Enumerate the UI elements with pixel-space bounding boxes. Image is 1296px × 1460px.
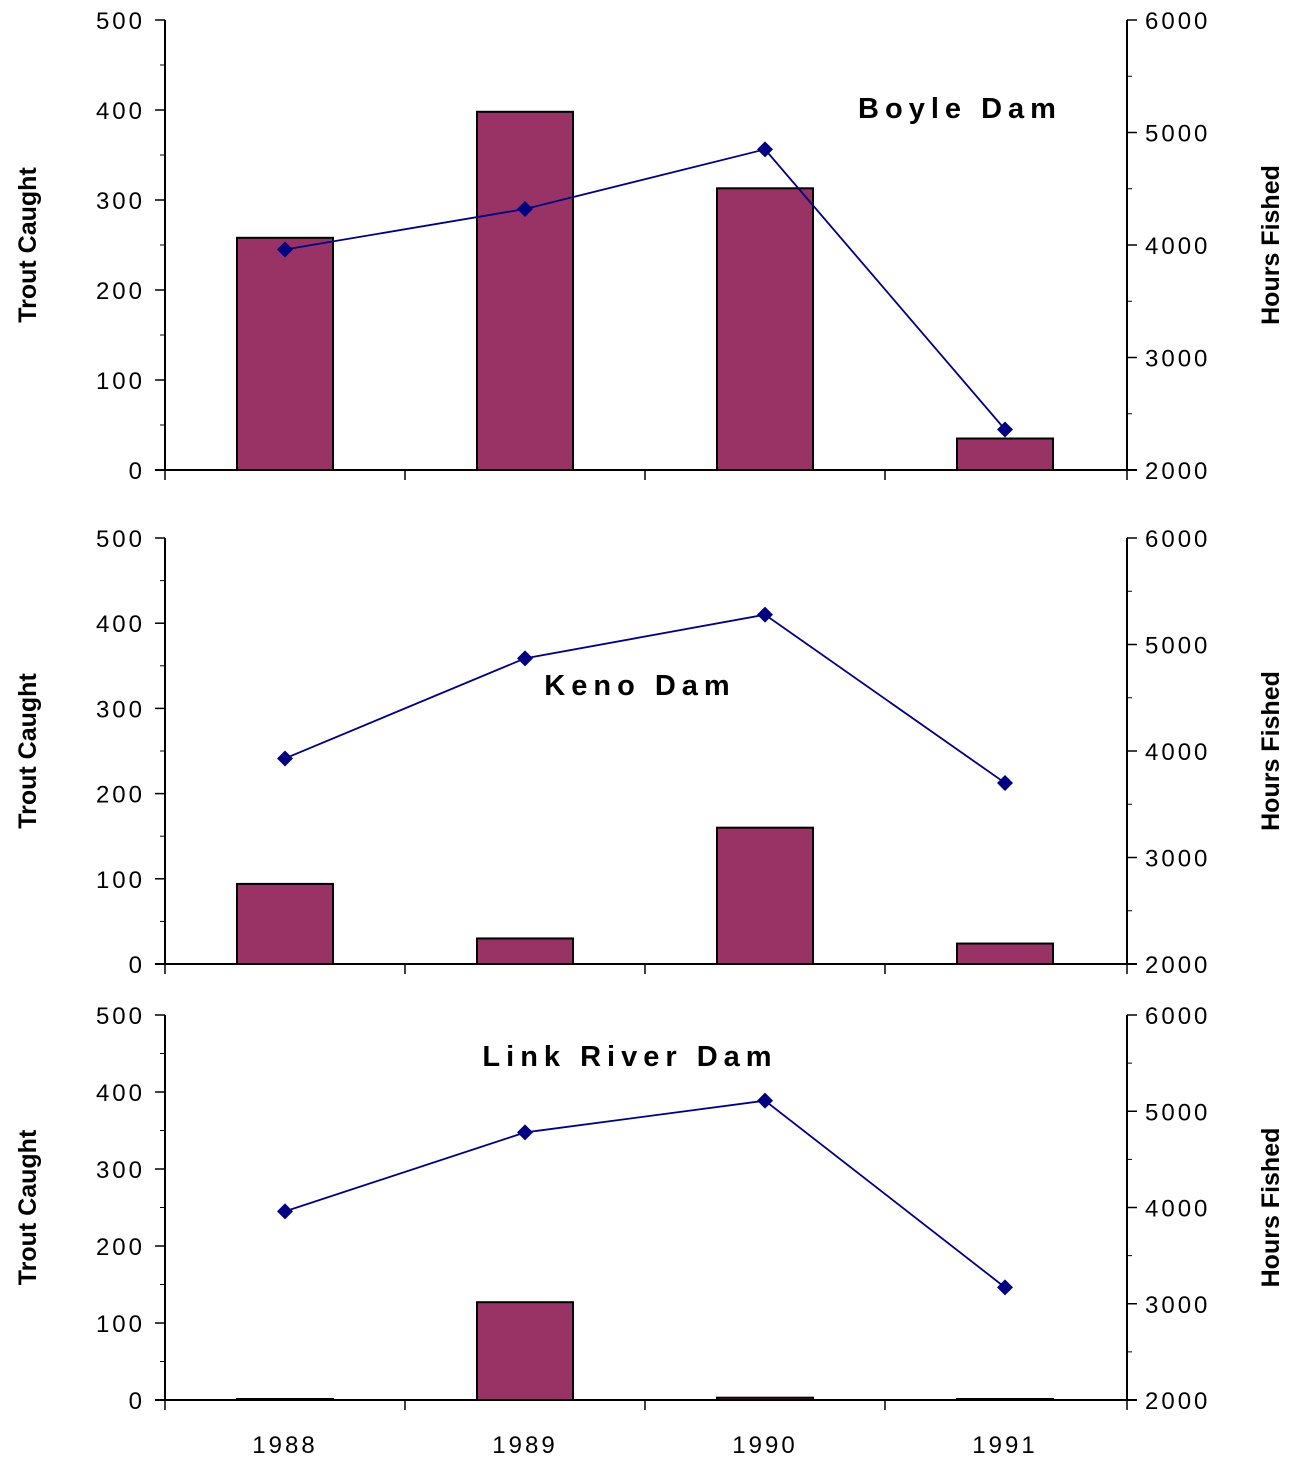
- right-tick-label: 4000: [1145, 1196, 1210, 1223]
- chart-panel-2: 0 100 200 300 400 500 2000 3000 4000 5000 6000 Trou…: [14, 526, 1285, 979]
- hours-fished-point-1991: [997, 774, 1013, 791]
- bar-1989: [476, 937, 574, 966]
- left-tick-label: 500: [96, 1003, 145, 1030]
- right-tick-label: 2000: [1145, 1388, 1210, 1415]
- right-tick-label: 3000: [1145, 346, 1210, 373]
- bar-1989: [476, 1301, 574, 1401]
- right-tick-label: 5000: [1145, 633, 1210, 660]
- hours-fished-point-1988: [277, 1203, 293, 1220]
- left-tick-label: 100: [96, 867, 145, 894]
- right-axis-title: Hours Fished: [1257, 1128, 1285, 1288]
- bar-1991: [956, 437, 1054, 471]
- right-tick-label: 4000: [1145, 739, 1210, 766]
- hours-fished-point-1989: [517, 1124, 533, 1141]
- left-tick-label: 100: [96, 368, 145, 395]
- bar-1990: [716, 187, 814, 472]
- left-tick-label: 100: [96, 1311, 145, 1338]
- right-tick-label: 5000: [1145, 121, 1210, 148]
- hours-fished-point-1990: [757, 1092, 773, 1109]
- bar-1988: [236, 882, 334, 965]
- right-tick-label: 2000: [1145, 952, 1210, 979]
- left-tick-label: 500: [96, 526, 145, 553]
- right-tick-label: 6000: [1145, 8, 1210, 35]
- bar-1990: [716, 826, 814, 965]
- left-axis-title: Trout Caught: [14, 673, 42, 829]
- hours-fished-point-1990: [757, 606, 773, 623]
- chart-panel-3: 0 100 200 300 400 500 2000 3000 4000 5000 6000 1988…: [14, 1003, 1285, 1459]
- left-tick-label: 500: [96, 8, 145, 35]
- hours-fished-point-1989: [517, 650, 533, 667]
- left-tick-label: 0: [129, 1388, 145, 1415]
- x-tick-label: 1991: [972, 1432, 1037, 1459]
- hours-fished-point-1990: [757, 141, 773, 158]
- left-tick-label: 300: [96, 1157, 145, 1184]
- hours-fished-line: [284, 613, 1006, 784]
- left-tick-label: 200: [96, 782, 145, 809]
- panel-title: Link River Dam: [482, 1041, 777, 1073]
- hours-fished-point-1988: [277, 750, 293, 767]
- hours-fished-point-1989: [517, 201, 533, 217]
- hours-fished-point-1988: [277, 241, 293, 258]
- hours-fished-point-1991: [997, 1279, 1013, 1296]
- right-axis-title: Hours Fished: [1257, 165, 1285, 325]
- right-tick-label: 3000: [1145, 1292, 1210, 1319]
- panel-title: Keno Dam: [544, 670, 735, 702]
- right-tick-label: 4000: [1145, 233, 1210, 260]
- bar-1989: [476, 110, 574, 472]
- right-tick-label: 6000: [1145, 1003, 1210, 1030]
- right-tick-label: 6000: [1145, 526, 1210, 553]
- right-axis-title: Hours Fished: [1257, 671, 1285, 831]
- hours-fished-line: [284, 148, 1006, 431]
- left-tick-label: 200: [96, 278, 145, 305]
- panel-title: Boyle Dam: [858, 93, 1062, 125]
- left-axis-title: Trout Caught: [14, 1129, 42, 1285]
- left-tick-label: 0: [129, 458, 145, 485]
- left-tick-label: 300: [96, 188, 145, 215]
- left-tick-label: 300: [96, 696, 145, 723]
- left-tick-label: 400: [96, 1080, 145, 1107]
- bar-1991: [956, 942, 1054, 966]
- x-tick-label: 1988: [252, 1432, 317, 1459]
- right-tick-label: 3000: [1145, 846, 1210, 873]
- x-tick-label: 1990: [732, 1432, 797, 1459]
- left-tick-label: 400: [96, 611, 145, 638]
- chart-panel-1: 0 100 200 300 400 500 2000 3000 4000 5000 6000 Trou…: [14, 8, 1285, 485]
- left-tick-label: 400: [96, 98, 145, 125]
- right-tick-label: 5000: [1145, 1099, 1210, 1126]
- hours-fished-point-1991: [997, 421, 1013, 438]
- left-axis-title: Trout Caught: [14, 167, 42, 323]
- left-tick-label: 200: [96, 1234, 145, 1261]
- x-tick-label: 1989: [492, 1432, 557, 1459]
- left-tick-label: 0: [129, 952, 145, 979]
- bar-1988: [236, 236, 334, 471]
- right-tick-label: 2000: [1145, 458, 1210, 485]
- hours-fished-line: [284, 1099, 1006, 1289]
